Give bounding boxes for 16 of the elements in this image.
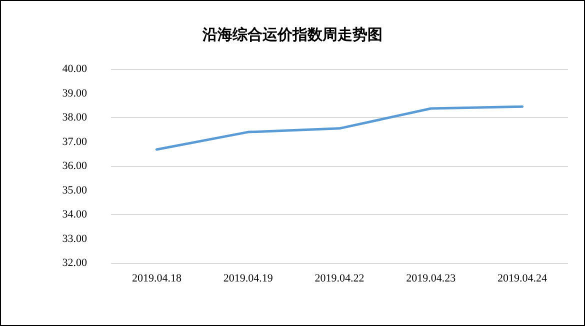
y-tick-label: 39.00 (62, 87, 88, 100)
x-tick-label: 2019.04.22 (314, 272, 364, 284)
x-tick-label: 2019.04.23 (406, 272, 456, 284)
y-tick-label: 35.00 (62, 184, 88, 196)
y-tick-label: 32.00 (62, 257, 88, 269)
y-tick-label: 38.00 (62, 112, 88, 124)
line-series (155, 105, 524, 151)
y-tick-label: 34.00 (62, 208, 88, 220)
y-tick-label: 36.00 (62, 160, 88, 172)
y-tick-label: 33.00 (62, 232, 88, 245)
y-tick-label: 40.00 (62, 63, 88, 75)
y-tick-label: 37.00 (62, 136, 88, 148)
chart-title: 沿海综合运价指数周走势图 (202, 26, 382, 44)
x-tick-label: 2019.04.24 (498, 272, 548, 284)
x-tick-label: 2019.04.19 (223, 272, 274, 284)
x-tick-label: 2019.04.18 (132, 272, 182, 284)
